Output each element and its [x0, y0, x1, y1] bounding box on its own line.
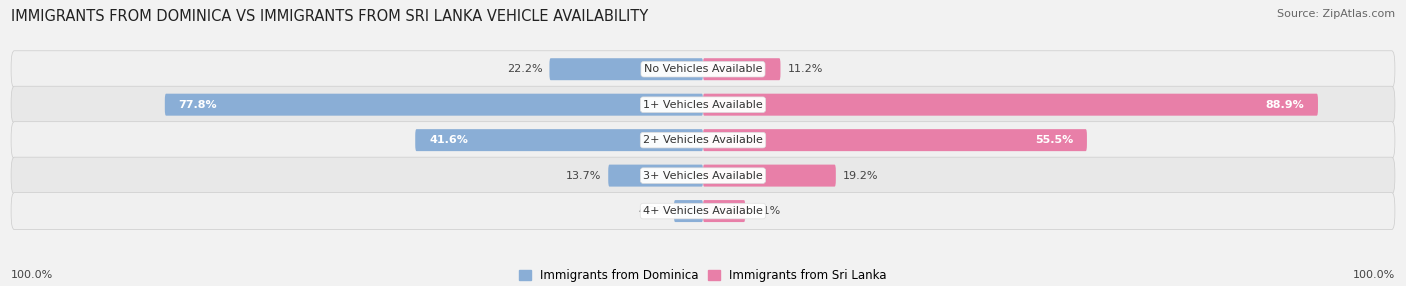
- Text: 3+ Vehicles Available: 3+ Vehicles Available: [643, 171, 763, 180]
- Text: 100.0%: 100.0%: [1353, 270, 1395, 280]
- Text: 55.5%: 55.5%: [1035, 135, 1073, 145]
- Text: 11.2%: 11.2%: [787, 64, 823, 74]
- Text: 19.2%: 19.2%: [842, 171, 879, 180]
- FancyBboxPatch shape: [11, 51, 1395, 88]
- FancyBboxPatch shape: [703, 165, 835, 186]
- FancyBboxPatch shape: [11, 86, 1395, 123]
- Text: IMMIGRANTS FROM DOMINICA VS IMMIGRANTS FROM SRI LANKA VEHICLE AVAILABILITY: IMMIGRANTS FROM DOMINICA VS IMMIGRANTS F…: [11, 9, 648, 23]
- Text: 2+ Vehicles Available: 2+ Vehicles Available: [643, 135, 763, 145]
- FancyBboxPatch shape: [11, 157, 1395, 194]
- Text: No Vehicles Available: No Vehicles Available: [644, 64, 762, 74]
- FancyBboxPatch shape: [703, 129, 1087, 151]
- FancyBboxPatch shape: [11, 193, 1395, 229]
- Text: 4.2%: 4.2%: [638, 206, 666, 216]
- Text: 77.8%: 77.8%: [179, 100, 218, 110]
- FancyBboxPatch shape: [673, 200, 703, 222]
- Text: 13.7%: 13.7%: [567, 171, 602, 180]
- Text: 41.6%: 41.6%: [429, 135, 468, 145]
- FancyBboxPatch shape: [703, 200, 745, 222]
- FancyBboxPatch shape: [415, 129, 703, 151]
- FancyBboxPatch shape: [609, 165, 703, 186]
- FancyBboxPatch shape: [165, 94, 703, 116]
- FancyBboxPatch shape: [703, 94, 1317, 116]
- Text: 4+ Vehicles Available: 4+ Vehicles Available: [643, 206, 763, 216]
- Legend: Immigrants from Dominica, Immigrants from Sri Lanka: Immigrants from Dominica, Immigrants fro…: [515, 264, 891, 286]
- FancyBboxPatch shape: [703, 58, 780, 80]
- Text: 22.2%: 22.2%: [508, 64, 543, 74]
- Text: 6.1%: 6.1%: [752, 206, 780, 216]
- Text: 1+ Vehicles Available: 1+ Vehicles Available: [643, 100, 763, 110]
- FancyBboxPatch shape: [550, 58, 703, 80]
- Text: Source: ZipAtlas.com: Source: ZipAtlas.com: [1277, 9, 1395, 19]
- Text: 100.0%: 100.0%: [11, 270, 53, 280]
- Text: 88.9%: 88.9%: [1265, 100, 1305, 110]
- FancyBboxPatch shape: [11, 122, 1395, 158]
